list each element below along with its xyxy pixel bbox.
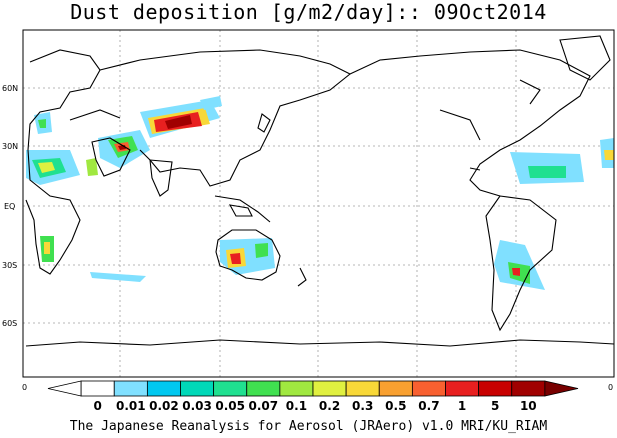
colorbar-swatch xyxy=(213,380,248,397)
colorbar-swatch xyxy=(445,380,480,397)
credit-line: The Japanese Reanalysis for Aerosol (JRA… xyxy=(69,419,548,434)
colorbar-level-label: 0.01 xyxy=(116,399,146,413)
colorbar-swatch xyxy=(411,380,446,397)
colorbar-level-label: 0.07 xyxy=(249,399,279,413)
colorbar-end-right: 0 xyxy=(608,383,613,392)
colorbar-swatch xyxy=(47,380,82,397)
map-panel xyxy=(22,29,615,378)
colorbar-swatch xyxy=(378,380,413,397)
lat-label-eq: EQ xyxy=(4,202,15,211)
gridlines xyxy=(23,30,614,377)
colorbar-labels: 0 0.01 0.02 0.03 0.05 0.07 0.1 0.2 0.3 0.5 0.7 1 5 10 xyxy=(94,399,537,413)
colorbar-level-label: 0.02 xyxy=(149,399,179,413)
colorbar-swatch xyxy=(279,380,314,397)
lat-label-60n: 60N xyxy=(2,84,18,93)
colorbar-level-label: 0.3 xyxy=(352,399,373,413)
colorbar-level-label: 0.05 xyxy=(215,399,245,413)
colorbar-swatch xyxy=(146,380,181,397)
colorbar-level-label: 1 xyxy=(458,399,466,413)
colorbar-end-left: 0 xyxy=(22,383,27,392)
colorbar-swatch xyxy=(246,380,281,397)
colorbar-swatch xyxy=(511,380,546,397)
colorbar-swatches xyxy=(47,380,579,397)
latitude-labels: 60N 30N EQ 30S 60S xyxy=(2,84,18,328)
colorbar-level-label: 10 xyxy=(520,399,537,413)
colorbar-swatch xyxy=(80,380,115,397)
colorbar-swatch xyxy=(113,380,148,397)
colorbar-swatch xyxy=(180,380,215,397)
colorbar-swatch xyxy=(345,380,380,397)
colorbar-level-label: 0.2 xyxy=(319,399,340,413)
colorbar-level-label: 5 xyxy=(491,399,499,413)
lat-label-30s: 30S xyxy=(2,261,17,270)
colorbar-level-label: 0.1 xyxy=(286,399,307,413)
coastlines xyxy=(25,35,615,347)
colorbar-level-label: 0 xyxy=(94,399,102,413)
lat-label-60s: 60S xyxy=(2,319,17,328)
colorbar-swatch xyxy=(544,380,579,397)
lat-label-30n: 30N xyxy=(2,142,18,151)
colorbar-level-label: 0.03 xyxy=(182,399,212,413)
colorbar: 0 0 0 0.01 0.02 0.03 0.05 0.07 0.1 0.2 0.3 0.5 0.7… xyxy=(22,380,613,413)
colorbar-level-label: 0.7 xyxy=(418,399,439,413)
colorbar-swatch xyxy=(312,380,347,397)
colorbar-swatch xyxy=(478,380,513,397)
dust-shading xyxy=(26,96,614,290)
colorbar-level-label: 0.5 xyxy=(385,399,406,413)
map-title: Dust deposition [g/m2/day]:: 09Oct2014 xyxy=(70,0,547,24)
